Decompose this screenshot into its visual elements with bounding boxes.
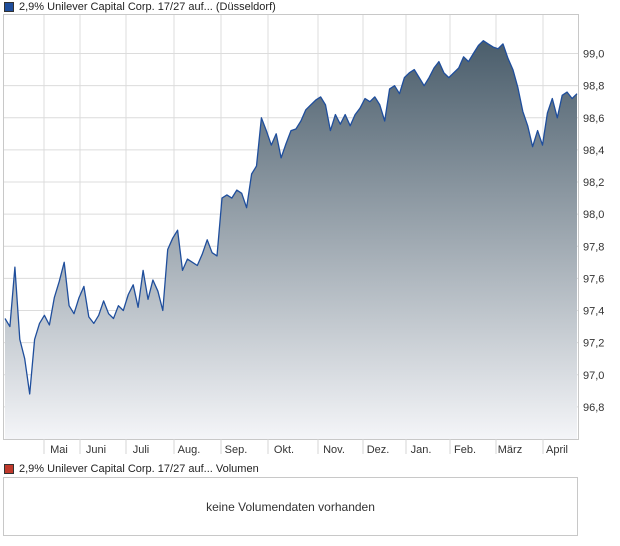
x-tick-label: Sep. [225,444,248,456]
volume-legend-swatch [4,464,14,474]
price-legend-label: 2,9% Unilever Capital Corp. 17/27 auf...… [19,1,276,13]
price-chart: 99,0 98,8 98,6 98,4 98,2 98,0 97,8 97,6 97,4 97,2… [3,14,604,456]
x-tick-label: Juni [86,444,106,456]
y-tick-label: 97,0 [583,370,604,382]
price-area-fill [5,40,577,439]
y-tick-label: 98,8 [583,81,604,93]
y-tick-label: 97,8 [583,241,604,253]
y-tick-label: 98,4 [583,145,604,157]
x-tick-label: Aug. [178,444,201,456]
x-tick-label: Juli [133,444,150,456]
volume-empty-message: keine Volumendaten vorhanden [206,499,375,514]
x-tick-label: April [546,444,568,456]
y-tick-label: 97,4 [583,306,604,318]
volume-legend-label: 2,9% Unilever Capital Corp. 17/27 auf...… [19,463,259,475]
volume-legend: 2,9% Unilever Capital Corp. 17/27 auf...… [4,462,259,476]
price-legend: 2,9% Unilever Capital Corp. 17/27 auf...… [4,0,276,14]
x-tick-label: Dez. [367,444,390,456]
x-tick-label: Okt. [274,444,294,456]
x-tick-label: Mai [50,444,68,456]
price-line [4,40,578,395]
x-axis-ticks: Mai Juni Juli Aug. Sep. Okt. Nov. Dez. Jan. Feb. M… [43,439,568,456]
y-tick-label: 98,0 [583,209,604,221]
y-tick-label: 99,0 [583,49,604,61]
x-tick-label: Nov. [323,444,345,456]
y-tick-label: 98,2 [583,177,604,189]
y-axis-ticks: 99,0 98,8 98,6 98,4 98,2 98,0 97,8 97,6 97,4 97,2… [583,49,604,414]
y-tick-label: 97,2 [583,338,604,350]
x-tick-label: Feb. [454,444,476,456]
volume-panel: keine Volumendaten vorhanden [3,477,578,536]
y-tick-label: 98,6 [583,113,604,125]
y-tick-label: 96,8 [583,402,604,414]
x-tick-label: März [498,444,522,456]
y-tick-label: 97,6 [583,273,604,285]
price-legend-swatch [4,2,14,12]
x-tick-label: Jan. [411,444,432,456]
